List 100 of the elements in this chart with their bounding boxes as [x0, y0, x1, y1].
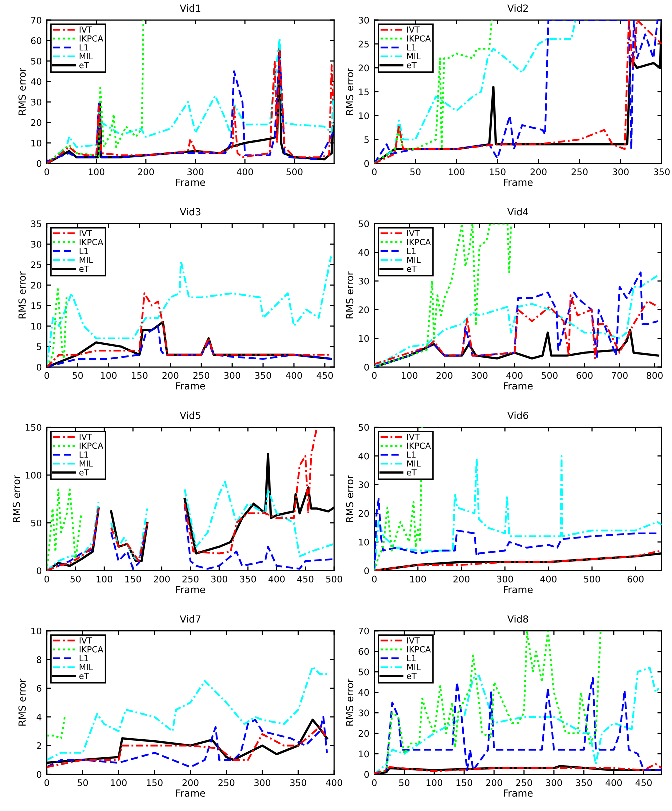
x-tick-label: 400: [237, 168, 254, 176]
y-axis-title: RMS error: [346, 678, 354, 726]
x-tick-label: 300: [612, 168, 629, 176]
x-tick-label: 200: [530, 168, 547, 176]
x-axis-title: Frame: [176, 790, 206, 798]
x-tick-label: 350: [255, 372, 272, 380]
y-tick-label: 0: [364, 160, 370, 168]
chart-title: Vid3: [180, 208, 201, 216]
x-tick-label: 100: [410, 576, 426, 583]
line-series: [374, 294, 660, 366]
legend-label: MIL: [80, 664, 94, 670]
y-tick-label: 0: [37, 568, 42, 574]
x-axis-title: Frame: [504, 586, 533, 594]
y-tick-label: 20: [31, 282, 42, 289]
x-tick-label: 600: [576, 372, 593, 380]
legend-label: L1: [80, 452, 88, 458]
x-tick-label: 800: [646, 372, 663, 380]
x-tick-label: 150: [132, 372, 148, 380]
x-tick-label: 300: [212, 576, 228, 583]
y-tick-label: 4: [36, 714, 42, 721]
x-tick-label: 350: [576, 780, 592, 786]
x-tick-label: 450: [316, 372, 334, 380]
y-axis-title: RMS error: [18, 678, 26, 726]
chart-title: Vid4: [508, 208, 528, 216]
y-tick-label: 50: [358, 668, 370, 676]
legend-label: L1: [80, 44, 88, 51]
line-series: [47, 726, 328, 768]
x-tick-label: 300: [254, 780, 271, 786]
legend-label: IVT: [80, 230, 92, 236]
y-axis-title: RMS error: [346, 475, 354, 522]
y-tick-label: 40: [358, 689, 370, 696]
y-tick-label: 30: [31, 241, 42, 248]
legend-label: MIL: [80, 460, 94, 467]
x-axis-title: Frame: [504, 382, 533, 390]
x-tick-label: 500: [584, 576, 600, 583]
legend-label: IVT: [407, 638, 420, 644]
legend-label: eT: [407, 470, 417, 476]
y-tick-label: 10: [32, 628, 42, 635]
x-tick-label: 150: [490, 168, 506, 176]
legend-label: eT: [407, 62, 417, 69]
x-tick-label: 200: [162, 372, 179, 380]
x-tick-label: 0: [44, 780, 50, 786]
x-tick-label: 0: [372, 576, 377, 583]
line-series: [47, 292, 332, 368]
x-tick-label: 300: [188, 168, 204, 176]
legend-label: MIL: [80, 257, 94, 264]
y-tick-label: 0: [37, 160, 42, 168]
x-tick-label: 350: [290, 780, 306, 786]
x-tick-label: 600: [628, 576, 644, 583]
x-tick-label: 200: [138, 168, 154, 176]
legend-label: IKPCA: [80, 646, 104, 653]
x-tick-label: 50: [70, 576, 81, 583]
x-tick-label: 400: [326, 780, 342, 786]
y-tick-label: 20: [358, 730, 370, 738]
y-tick-label: 30: [358, 17, 370, 24]
x-axis-title: Frame: [176, 586, 206, 594]
y-tick-label: 0: [37, 771, 42, 778]
legend-label: eT: [80, 470, 90, 476]
x-tick-label: 100: [426, 780, 442, 786]
x-tick-label: 150: [126, 576, 142, 583]
y-tick-label: 70: [31, 17, 42, 24]
x-tick-label: 0: [44, 372, 50, 380]
legend-label: IVT: [80, 434, 92, 440]
chart-title: Vid7: [180, 615, 201, 623]
y-tick-label: 150: [26, 424, 42, 432]
y-axis-title: RMS error: [346, 272, 354, 319]
x-tick-label: 100: [402, 372, 418, 380]
chart-title: Vid5: [180, 412, 201, 420]
y-tick-label: 0: [364, 568, 370, 574]
y-tick-label: 2: [37, 742, 42, 750]
y-tick-label: 50: [31, 58, 42, 65]
y-tick-label: 30: [358, 278, 370, 285]
legend-label: L1: [407, 44, 416, 51]
x-tick-label: 50: [410, 168, 421, 176]
legend-label: IKPCA: [407, 646, 432, 653]
x-tick-label: 400: [506, 372, 523, 380]
x-tick-label: 100: [449, 168, 465, 176]
y-tick-label: 8: [37, 656, 42, 664]
x-tick-label: 250: [194, 372, 210, 380]
legend-label: eT: [80, 62, 90, 69]
y-tick-label: 0: [364, 771, 370, 778]
legend-label: MIL: [407, 257, 421, 264]
x-tick-label: 150: [456, 780, 472, 786]
y-tick-label: 15: [359, 88, 369, 96]
y-tick-label: 50: [358, 220, 370, 228]
x-tick-label: 400: [268, 576, 285, 583]
legend-label: MIL: [80, 53, 94, 60]
y-axis-title: RMS error: [18, 272, 26, 319]
x-tick-label: 400: [540, 576, 557, 583]
x-tick-label: 200: [436, 372, 453, 380]
y-tick-label: 30: [31, 98, 42, 106]
x-tick-label: 250: [572, 168, 588, 176]
line-series: [47, 666, 328, 762]
y-axis-title: RMS error: [12, 475, 20, 522]
y-tick-label: 40: [31, 78, 42, 86]
y-tick-label: 40: [358, 452, 370, 460]
x-tick-label: 250: [516, 780, 532, 786]
y-tick-label: 60: [31, 37, 42, 44]
y-tick-label: 70: [358, 628, 370, 635]
y-tick-label: 0: [364, 364, 370, 371]
